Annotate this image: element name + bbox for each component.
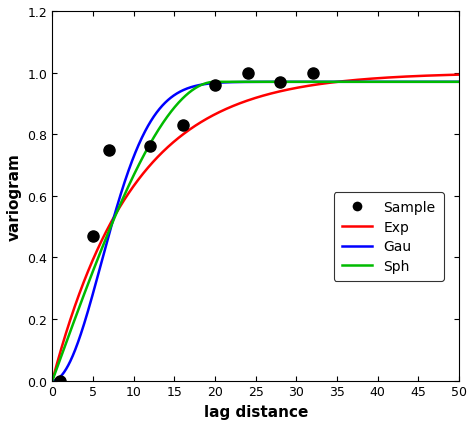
Legend: Sample, Exp, Gau, Sph: Sample, Exp, Gau, Sph xyxy=(334,193,444,282)
Point xyxy=(106,147,113,154)
Point xyxy=(89,233,97,240)
Point xyxy=(309,70,317,77)
Point xyxy=(146,144,154,150)
Point xyxy=(57,377,64,384)
Point xyxy=(244,70,251,77)
Point xyxy=(179,122,186,129)
X-axis label: lag distance: lag distance xyxy=(203,404,308,419)
Point xyxy=(276,79,284,86)
Point xyxy=(211,82,219,89)
Y-axis label: variogram: variogram xyxy=(7,153,22,240)
